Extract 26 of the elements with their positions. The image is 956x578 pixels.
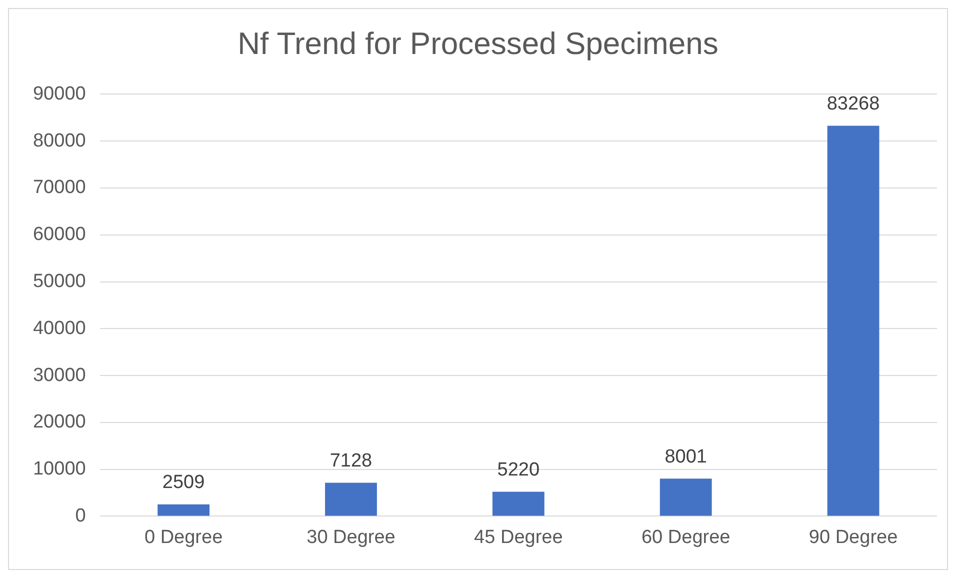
- bar: [827, 126, 880, 516]
- data-label: 2509: [162, 472, 205, 494]
- y-tick-label: 90000: [32, 83, 86, 104]
- data-label: 83268: [826, 94, 880, 114]
- y-tick-label: 40000: [32, 318, 86, 339]
- y-tick-label: 0: [75, 505, 86, 526]
- x-tick-label: 45 Degree: [474, 526, 563, 548]
- data-label: 7128: [330, 450, 372, 472]
- bar: [492, 492, 544, 516]
- x-tick-label: 0 Degree: [144, 526, 223, 548]
- data-label: 8001: [664, 446, 707, 468]
- y-tick-label: 20000: [32, 412, 86, 433]
- data-label: 5220: [497, 459, 540, 480]
- y-tick-label: 80000: [32, 130, 86, 152]
- x-tick-label: 60 Degree: [641, 526, 730, 548]
- y-tick-label: 30000: [32, 364, 86, 386]
- bar: [325, 482, 377, 516]
- chart-title: Nf Trend for Processed Specimens: [238, 26, 718, 62]
- x-tick-label: 30 Degree: [306, 526, 396, 548]
- x-tick-label: 90 Degree: [808, 526, 898, 548]
- y-tick-label: 50000: [32, 270, 86, 292]
- y-tick-label: 10000: [32, 458, 86, 480]
- bar: [158, 504, 210, 516]
- y-tick-label: 60000: [32, 224, 86, 246]
- y-tick-label: 70000: [32, 177, 86, 198]
- bar: [660, 478, 712, 516]
